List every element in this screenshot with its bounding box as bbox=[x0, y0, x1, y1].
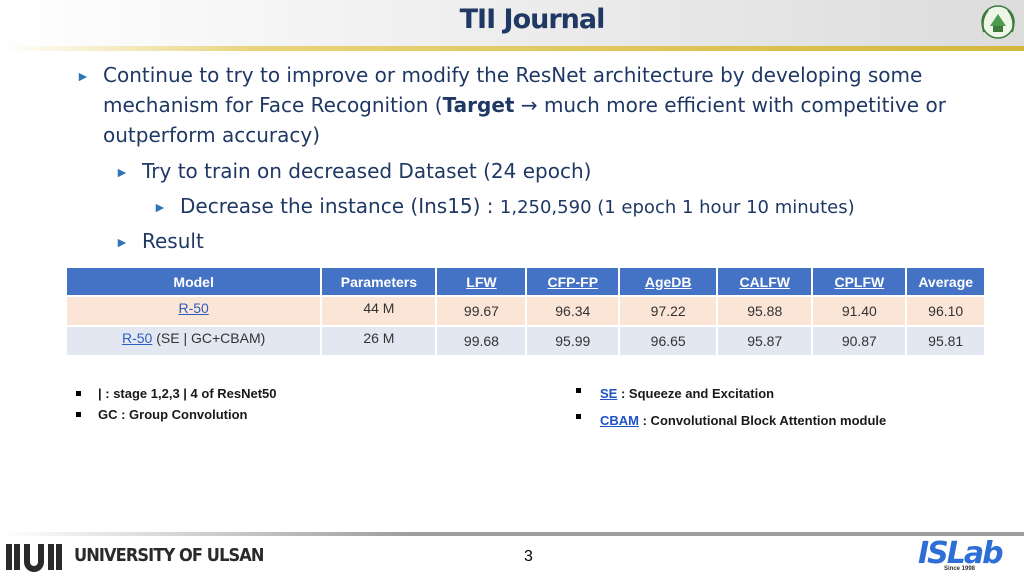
header-bar bbox=[0, 0, 1024, 48]
cell-parameters: 26 M bbox=[321, 325, 438, 355]
col-parameters: Parameters bbox=[321, 268, 438, 296]
model-link[interactable]: R-50 bbox=[178, 300, 209, 316]
header-divider bbox=[0, 46, 1024, 51]
note-gc: GC : Group Convolution bbox=[98, 407, 248, 422]
square-bullet-icon bbox=[76, 412, 81, 417]
cell-cfpfp: 95.99 bbox=[526, 325, 621, 355]
col-lfw-label: LFW bbox=[466, 273, 497, 290]
emblem-icon bbox=[981, 5, 1015, 39]
col-calfw-label: CALFW bbox=[739, 273, 790, 290]
cell-lfw: 99.67 bbox=[436, 295, 528, 326]
cell-lfw: 99.68 bbox=[436, 325, 528, 355]
bullet-1-line-3: outperform accuracy) bbox=[103, 123, 321, 147]
bullet-1-bold: Target bbox=[442, 93, 515, 117]
se-link[interactable]: SE bbox=[600, 386, 618, 401]
square-bullet-icon bbox=[76, 391, 81, 396]
col-cfpfp-label: CFP-FP bbox=[547, 273, 599, 290]
note-cbam: CBAM : Convolutional Block Attention mod… bbox=[600, 413, 886, 428]
note-se-text: : Squeeze and Excitation bbox=[617, 386, 775, 401]
col-cplfw-label: CPLFW bbox=[834, 273, 885, 290]
footer-divider bbox=[0, 532, 1024, 536]
bullet-arrow-icon: ► bbox=[115, 164, 129, 180]
bullet-3-main: Decrease the instance (Ins15) : bbox=[180, 194, 500, 218]
bullet-arrow-icon: ► bbox=[153, 199, 167, 215]
bullet-3-detail: 1,250,590 (1 epoch 1 hour 10 minutes) bbox=[499, 197, 855, 218]
results-table: Model Parameters LFW CFP-FP AgeDB CALFW … bbox=[67, 268, 984, 355]
col-model: Model bbox=[67, 268, 323, 296]
square-bullet-icon bbox=[576, 414, 581, 419]
model-link[interactable]: R-50 bbox=[121, 330, 153, 346]
cell-model: R-50 (SE | GC+CBAM) bbox=[67, 325, 323, 355]
slide-title: TII Journal bbox=[459, 4, 606, 35]
cell-cplfw: 90.87 bbox=[812, 325, 908, 355]
bullet-1-line-2: mechanism for Face Recognition (Target →… bbox=[103, 90, 1003, 120]
cell-model: R-50 bbox=[67, 295, 323, 326]
cell-calfw: 95.88 bbox=[717, 295, 814, 326]
note-se: SE : Squeeze and Excitation bbox=[600, 386, 774, 401]
bullet-1-line-1: Continue to try to improve or modify the… bbox=[103, 63, 923, 87]
col-agedb: AgeDB bbox=[619, 268, 719, 296]
bullet-1-text-after: → much more efficient with competitive o… bbox=[514, 93, 946, 117]
cell-cfpfp: 96.34 bbox=[526, 295, 621, 326]
cell-parameters: 44 M bbox=[321, 295, 438, 326]
cell-agedb: 97.22 bbox=[619, 295, 719, 326]
col-calfw: CALFW bbox=[717, 268, 814, 296]
cell-average: 95.81 bbox=[906, 325, 984, 355]
bullet-4: Result bbox=[142, 229, 204, 253]
bullet-1-text: mechanism for Face Recognition ( bbox=[103, 93, 443, 117]
university-name: UNIVERSITY OF ULSAN bbox=[74, 545, 264, 566]
square-bullet-icon bbox=[576, 388, 581, 393]
table-header-row: Model Parameters LFW CFP-FP AgeDB CALFW … bbox=[67, 268, 984, 296]
note-cbam-text: : Convolutional Block Attention module bbox=[639, 413, 887, 428]
ulsan-logo-icon bbox=[6, 544, 62, 572]
table-row: R-50 (SE | GC+CBAM) 26 M 99.68 95.99 96.… bbox=[67, 325, 984, 355]
table-row: R-50 44 M 99.67 96.34 97.22 95.88 91.40 … bbox=[67, 295, 984, 326]
cell-average: 96.10 bbox=[906, 295, 984, 326]
bullet-2: Try to train on decreased Dataset (24 ep… bbox=[142, 159, 592, 183]
col-agedb-label: AgeDB bbox=[644, 273, 692, 290]
lab-logo: ISLab bbox=[918, 536, 1004, 571]
cell-calfw: 95.87 bbox=[717, 325, 814, 355]
lab-since: Since 1998 bbox=[944, 566, 976, 572]
col-average: Average bbox=[906, 268, 984, 296]
bullet-arrow-icon: ► bbox=[115, 234, 129, 250]
cbam-link[interactable]: CBAM bbox=[600, 413, 639, 428]
bullet-arrow-icon: ► bbox=[76, 68, 90, 84]
page-number: 3 bbox=[524, 548, 533, 565]
cell-cplfw: 91.40 bbox=[812, 295, 908, 326]
bullet-1: Continue to try to improve or modify the… bbox=[103, 60, 1003, 150]
col-cfpfp: CFP-FP bbox=[526, 268, 621, 296]
model-rest: (SE | GC+CBAM) bbox=[152, 330, 266, 346]
cell-agedb: 96.65 bbox=[619, 325, 719, 355]
col-cplfw: CPLFW bbox=[812, 268, 908, 296]
col-lfw: LFW bbox=[436, 268, 528, 296]
bullet-3: Decrease the instance (Ins15) : 1,250,59… bbox=[180, 191, 855, 223]
note-stage: | : stage 1,2,3 | 4 of ResNet50 bbox=[98, 386, 277, 401]
